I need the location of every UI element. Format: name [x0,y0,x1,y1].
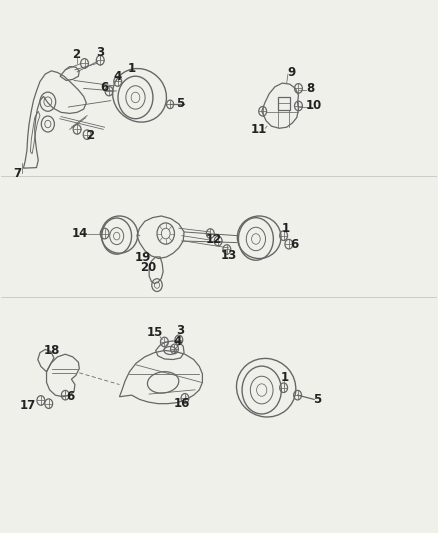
Text: 10: 10 [306,100,322,112]
Text: 12: 12 [205,233,222,246]
Text: 1: 1 [127,62,136,75]
Text: 6: 6 [67,390,74,403]
Text: 5: 5 [176,98,184,110]
Text: 6: 6 [100,82,109,94]
Text: 2: 2 [87,128,95,142]
Text: 4: 4 [173,335,182,349]
Text: 20: 20 [140,261,156,274]
Text: 9: 9 [287,66,295,79]
Text: 19: 19 [135,252,151,264]
Text: 14: 14 [72,227,88,240]
Text: 18: 18 [44,344,60,357]
Text: 1: 1 [281,222,290,235]
Text: 11: 11 [251,123,267,136]
Text: 3: 3 [96,46,104,59]
Text: 15: 15 [146,326,162,340]
Text: 13: 13 [220,249,237,262]
Text: 2: 2 [72,49,80,61]
Text: 5: 5 [314,393,322,406]
Text: 1: 1 [280,370,289,384]
Text: 8: 8 [307,82,315,95]
Text: 7: 7 [13,167,21,181]
Text: 16: 16 [174,397,190,410]
Text: 3: 3 [177,324,185,337]
Text: 6: 6 [290,238,298,251]
Text: 4: 4 [113,70,122,83]
Text: 17: 17 [20,399,36,413]
